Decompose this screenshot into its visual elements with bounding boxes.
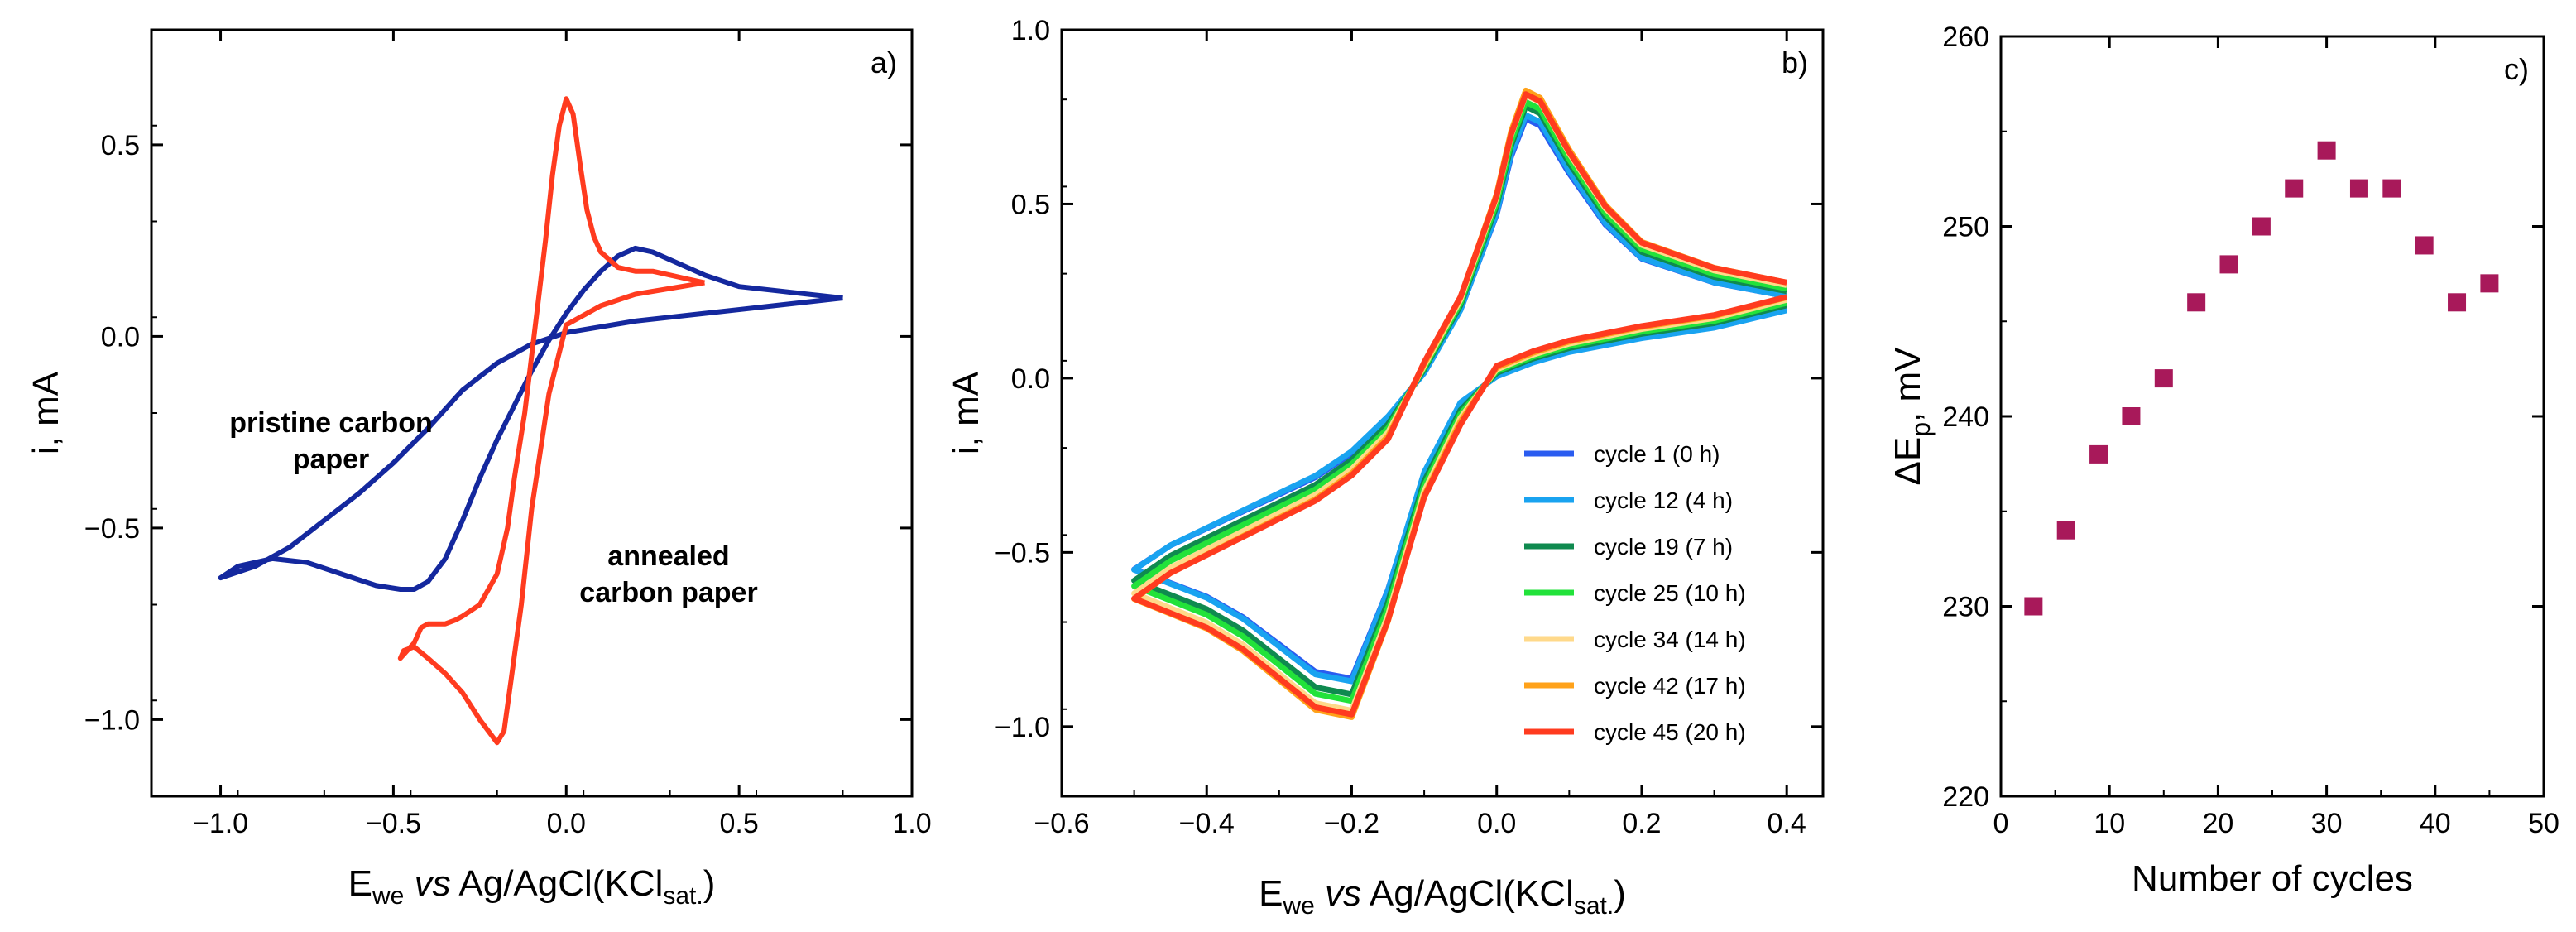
panel-a-x-tick-label: 0.5: [720, 808, 759, 839]
panel-c-x-tick-label: 50: [2528, 808, 2559, 839]
panel-b-y-axis-label: i, mA: [946, 371, 986, 454]
panel-b-x-tick-label: 0.4: [1768, 808, 1806, 839]
panel-a-annotation-annealed: annealed carbon paper: [579, 540, 757, 608]
panel-c-x-tick-label: 0: [1993, 808, 2009, 839]
panel-c-data-point-15: [2480, 274, 2499, 293]
panel-c-y-axis-label: ΔEp, mV: [1888, 347, 1936, 486]
panel-b-y-tick-label: −0.5: [995, 537, 1050, 569]
panel-c-y-tick-label: 230: [1942, 592, 1989, 623]
panel-a-series-2-line: [397, 96, 706, 746]
panel-b-panel-label: b): [1782, 46, 1808, 79]
panel-b-x-axis-label: Ewe vs Ag/AgCl(KClsat.): [1259, 873, 1626, 920]
panel-b-y-tick-label: 0.5: [1011, 189, 1050, 220]
panel-c-data-point-3: [2089, 444, 2108, 464]
panel-a-y-tick-label: 0.0: [101, 321, 140, 353]
panel-b-x-tick-label: 0.2: [1622, 808, 1661, 839]
panel-c-data-point-7: [2219, 255, 2238, 274]
panel-a-y-axis-label: i, mA: [26, 371, 66, 454]
panel-b-x-tick-label: −0.6: [1034, 808, 1089, 839]
panel-c-data-point-11: [2349, 179, 2368, 198]
panel-a-series-1-line: [218, 245, 843, 592]
panel-b-cv-cycles-chart: −0.6 −0.4 −0.2 0.0 0.2 0.4 −1.0 −0.5 0.0 0.5 1.0 b)…: [946, 15, 1825, 920]
panel-b-plot-frame: [1060, 28, 1825, 798]
panel-b-legend-label-6: cycle 42 (17 h): [1594, 673, 1746, 699]
panel-b-y-tick-label: 0.0: [1011, 363, 1050, 395]
panel-b-legend-label-1: cycle 1 (0 h): [1594, 441, 1720, 467]
panel-c-data-point-14: [2448, 293, 2467, 312]
panel-c-x-tick-label: 30: [2311, 808, 2343, 839]
panel-a-y-tick-label: −1.0: [84, 704, 140, 736]
panel-c-data-point-8: [2252, 217, 2271, 236]
panel-c-data-point-1: [2024, 597, 2043, 616]
panel-a-y-tick-label: 0.5: [101, 130, 140, 161]
panel-c-data-point-2: [2056, 521, 2075, 540]
panel-c-delta-ep-chart: 0 10 20 30 40 50 220 230 240 250 260 c) Number of cy…: [1888, 22, 2559, 899]
panel-c-y-tick-label: 220: [1942, 781, 1989, 813]
panel-b-x-tick-label: 0.0: [1477, 808, 1516, 839]
panel-a-x-tick-label: −1.0: [193, 808, 248, 839]
panel-a-x-tick-label: 0.0: [547, 808, 586, 839]
panel-a-y-tick-label: −0.5: [84, 513, 140, 545]
panel-b-x-tick-label: −0.2: [1324, 808, 1379, 839]
panel-c-data-point-12: [2382, 179, 2401, 198]
panel-a-x-tick-label: 1.0: [892, 808, 931, 839]
panel-c-data-point-5: [2154, 369, 2173, 388]
panel-a-panel-label: a): [871, 46, 897, 79]
panel-c-y-tick-label: 240: [1942, 401, 1989, 433]
panel-c-data-point-9: [2285, 179, 2304, 198]
panel-b-y-tick-label: −1.0: [995, 712, 1050, 743]
panel-a-x-axis-label: Ewe vs Ag/AgCl(KClsat.): [348, 863, 716, 910]
panel-b-legend-label-5: cycle 34 (14 h): [1594, 627, 1746, 652]
panel-c-panel-label: c): [2504, 52, 2529, 86]
panel-c-x-tick-label: 20: [2202, 808, 2233, 839]
panel-c-y-tick-label: 250: [1942, 212, 1989, 243]
panel-c-x-tick-label: 10: [2094, 808, 2125, 839]
panel-b-y-tick-label: 1.0: [1011, 15, 1050, 46]
panel-a-cv-chart: −1.0 −0.5 0.0 0.5 1.0 −1.0 −0.5 0.0 0.5 a) pristin…: [26, 28, 932, 910]
panel-c-plot-frame: [1999, 35, 2545, 798]
panel-a-x-tick-label: −0.5: [366, 808, 421, 839]
panel-b-x-tick-label: −0.4: [1179, 808, 1235, 839]
panel-b-legend-label-7: cycle 45 (20 h): [1594, 719, 1746, 745]
panel-b-legend-label-2: cycle 12 (4 h): [1594, 488, 1733, 513]
panel-c-x-axis-label: Number of cycles: [2132, 858, 2413, 899]
panel-c-y-tick-label: 260: [1942, 22, 1989, 53]
panel-c-data-point-13: [2415, 236, 2434, 255]
panel-b-legend-label-3: cycle 19 (7 h): [1594, 534, 1733, 560]
panel-a-annotation-pristine: pristine carbon paper: [229, 407, 433, 475]
panel-c-data-point-6: [2187, 293, 2206, 312]
panel-b-legend-label-4: cycle 25 (10 h): [1594, 580, 1746, 606]
panel-c-data-point-10: [2317, 141, 2336, 160]
panel-b-series-7-line: [1131, 91, 1788, 718]
panel-c-data-point-4: [2122, 407, 2141, 425]
panel-c-x-tick-label: 40: [2420, 808, 2451, 839]
